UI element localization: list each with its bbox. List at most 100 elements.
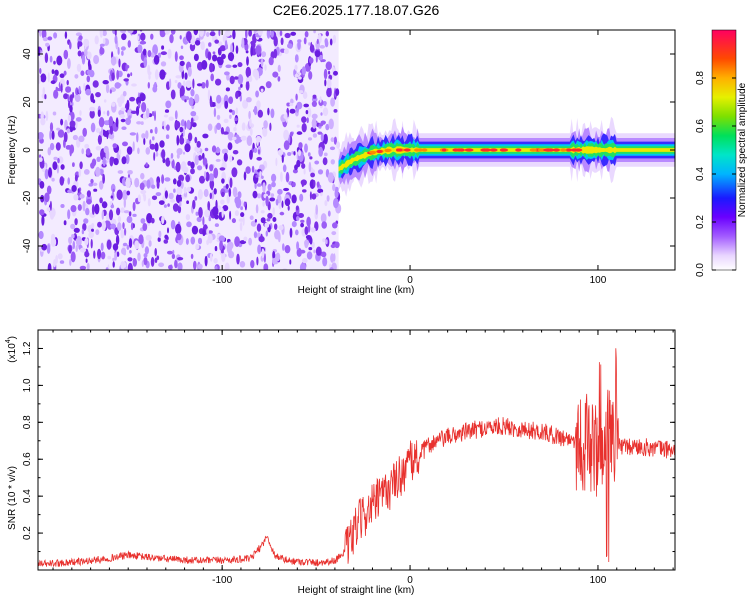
noise-speckle [86,190,91,198]
signal-peak [369,150,377,154]
noise-speckle [301,123,307,133]
noise-speckle [177,257,184,261]
noise-speckle [179,136,185,145]
noise-speckle [95,92,101,98]
noise-speckle [311,117,317,129]
noise-speckle [164,30,171,35]
noise-speckle [241,37,245,49]
noise-speckle [101,220,106,231]
noise-speckle [40,117,46,126]
noise-speckle [193,30,199,36]
noise-speckle [117,46,120,55]
noise-speckle [123,198,127,208]
noise-speckle [154,142,159,152]
noise-speckle [39,68,42,74]
signal-peak [442,148,447,152]
noise-speckle [39,209,45,216]
noise-speckle [140,121,144,125]
noise-speckle [263,253,266,263]
noise-speckle [106,239,112,250]
noise-speckle [72,162,75,168]
noise-speckle [246,56,249,66]
noise-speckle [186,200,190,204]
noise-speckle [135,106,140,116]
signal-peak [421,148,428,152]
snr-scale-label: (x104) [5,336,18,363]
noise-speckle [102,38,106,45]
noise-speckle [197,237,203,245]
noise-speckle [283,129,289,141]
noise-speckle [145,162,148,167]
noise-speckle [185,174,190,183]
noise-speckle [213,188,217,195]
noise-speckle [83,83,86,91]
noise-speckle [122,189,128,201]
noise-speckle [232,136,237,141]
noise-speckle [84,251,90,258]
noise-speckle [294,64,298,71]
noise-speckle [283,140,290,151]
noise-speckle [234,134,240,145]
noise-speckle [82,129,86,135]
noise-speckle [180,119,185,127]
noise-speckle [84,237,89,246]
noise-speckle [205,79,209,89]
noise-speckle [44,192,50,203]
noise-speckle [46,185,52,195]
noise-speckle [262,182,266,193]
noise-speckle [89,109,95,119]
noise-speckle [277,64,281,72]
noise-speckle [218,41,223,47]
noise-speckle [167,250,173,255]
noise-region [38,30,342,270]
noise-speckle [139,40,147,45]
spectrogram-panel: -100 0 100 -40 -20 0 20 40 Height of straight … [7,29,676,296]
noise-speckle [41,243,48,251]
colorbar-label: Normalized spectral amplitude [737,82,748,217]
noise-speckle [201,60,208,70]
noise-speckle [264,64,267,71]
noise-speckle [53,156,58,161]
noise-speckle [179,35,182,40]
noise-speckle [110,223,117,230]
noise-speckle [223,152,228,162]
noise-speckle [180,45,184,50]
noise-speckle [305,235,312,240]
noise-speckle [333,197,339,209]
noise-speckle [282,243,285,251]
noise-speckle [291,221,297,228]
noise-speckle [153,151,156,161]
noise-speckle [201,82,206,89]
signal-peak [560,148,567,152]
noise-speckle [256,100,261,110]
noise-speckle [141,133,146,139]
noise-speckle [224,71,230,76]
noise-speckle [216,114,221,120]
noise-speckle [81,229,85,235]
noise-speckle [82,223,87,231]
noise-speckle [315,204,319,215]
noise-speckle [98,117,105,128]
noise-speckle [39,181,45,189]
noise-speckle [86,198,92,205]
noise-speckle [99,197,103,204]
noise-speckle [91,204,95,215]
x-tick-label: 100 [590,275,607,286]
noise-speckle [128,211,132,217]
noise-speckle [222,205,229,212]
colorbar-tick-label: 0.2 [695,215,706,229]
noise-speckle [213,258,218,264]
noise-speckle [182,80,186,88]
noise-speckle [94,35,99,45]
noise-speckle [176,153,180,159]
noise-speckle [103,120,111,126]
noise-speckle [91,228,94,232]
noise-speckle [110,56,117,66]
noise-speckle [49,122,54,132]
noise-speckle [289,259,292,265]
noise-speckle [150,217,155,224]
noise-speckle [161,149,166,160]
noise-speckle [301,66,306,76]
noise-speckle [154,110,156,122]
noise-speckle [120,118,126,123]
